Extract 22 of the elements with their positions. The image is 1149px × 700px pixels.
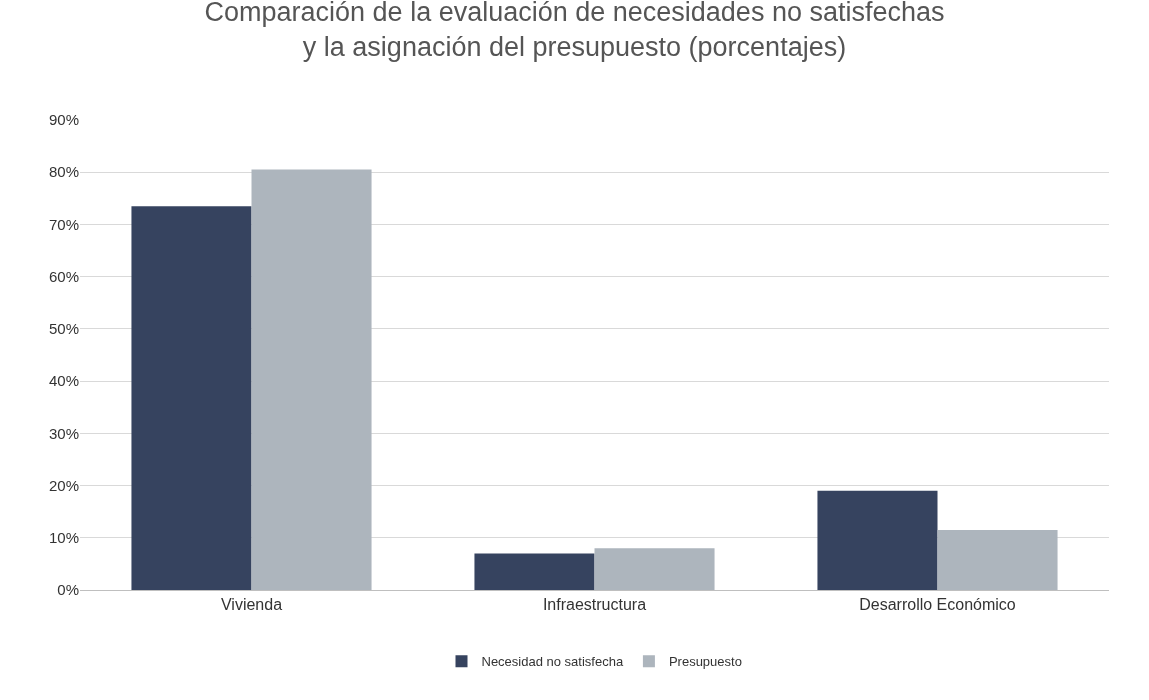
bar — [937, 529, 1058, 590]
y-tick-label: 20% — [48, 476, 79, 494]
y-tick-label: 30% — [48, 424, 79, 442]
y-tick-label: 10% — [48, 529, 79, 547]
chart-title: Comparación de la evaluación de necesidades no satisfechas y la asignación del presupuesto (porcentajes) — [204, 0, 945, 63]
bar — [474, 553, 595, 590]
x-tick-label: Vivienda — [220, 596, 283, 614]
y-tick-label: 70% — [48, 215, 79, 233]
bar — [594, 548, 715, 590]
bar — [131, 206, 252, 590]
x-tick-label: Desarrollo Económico — [859, 596, 1016, 614]
y-tick-label: 0% — [57, 581, 79, 599]
y-tick-label: 60% — [48, 267, 79, 285]
legend-label: Presupuesto — [668, 654, 742, 670]
bar — [817, 490, 938, 590]
y-tick-label: 40% — [48, 372, 79, 390]
bar — [251, 169, 372, 590]
legend-label: Necesidad no satisfecha — [481, 654, 624, 670]
y-tick-label: 90% — [48, 111, 79, 129]
y-tick-label: 50% — [48, 320, 79, 338]
y-tick-label: 80% — [48, 163, 79, 181]
x-tick-label: Infraestructura — [542, 596, 647, 614]
